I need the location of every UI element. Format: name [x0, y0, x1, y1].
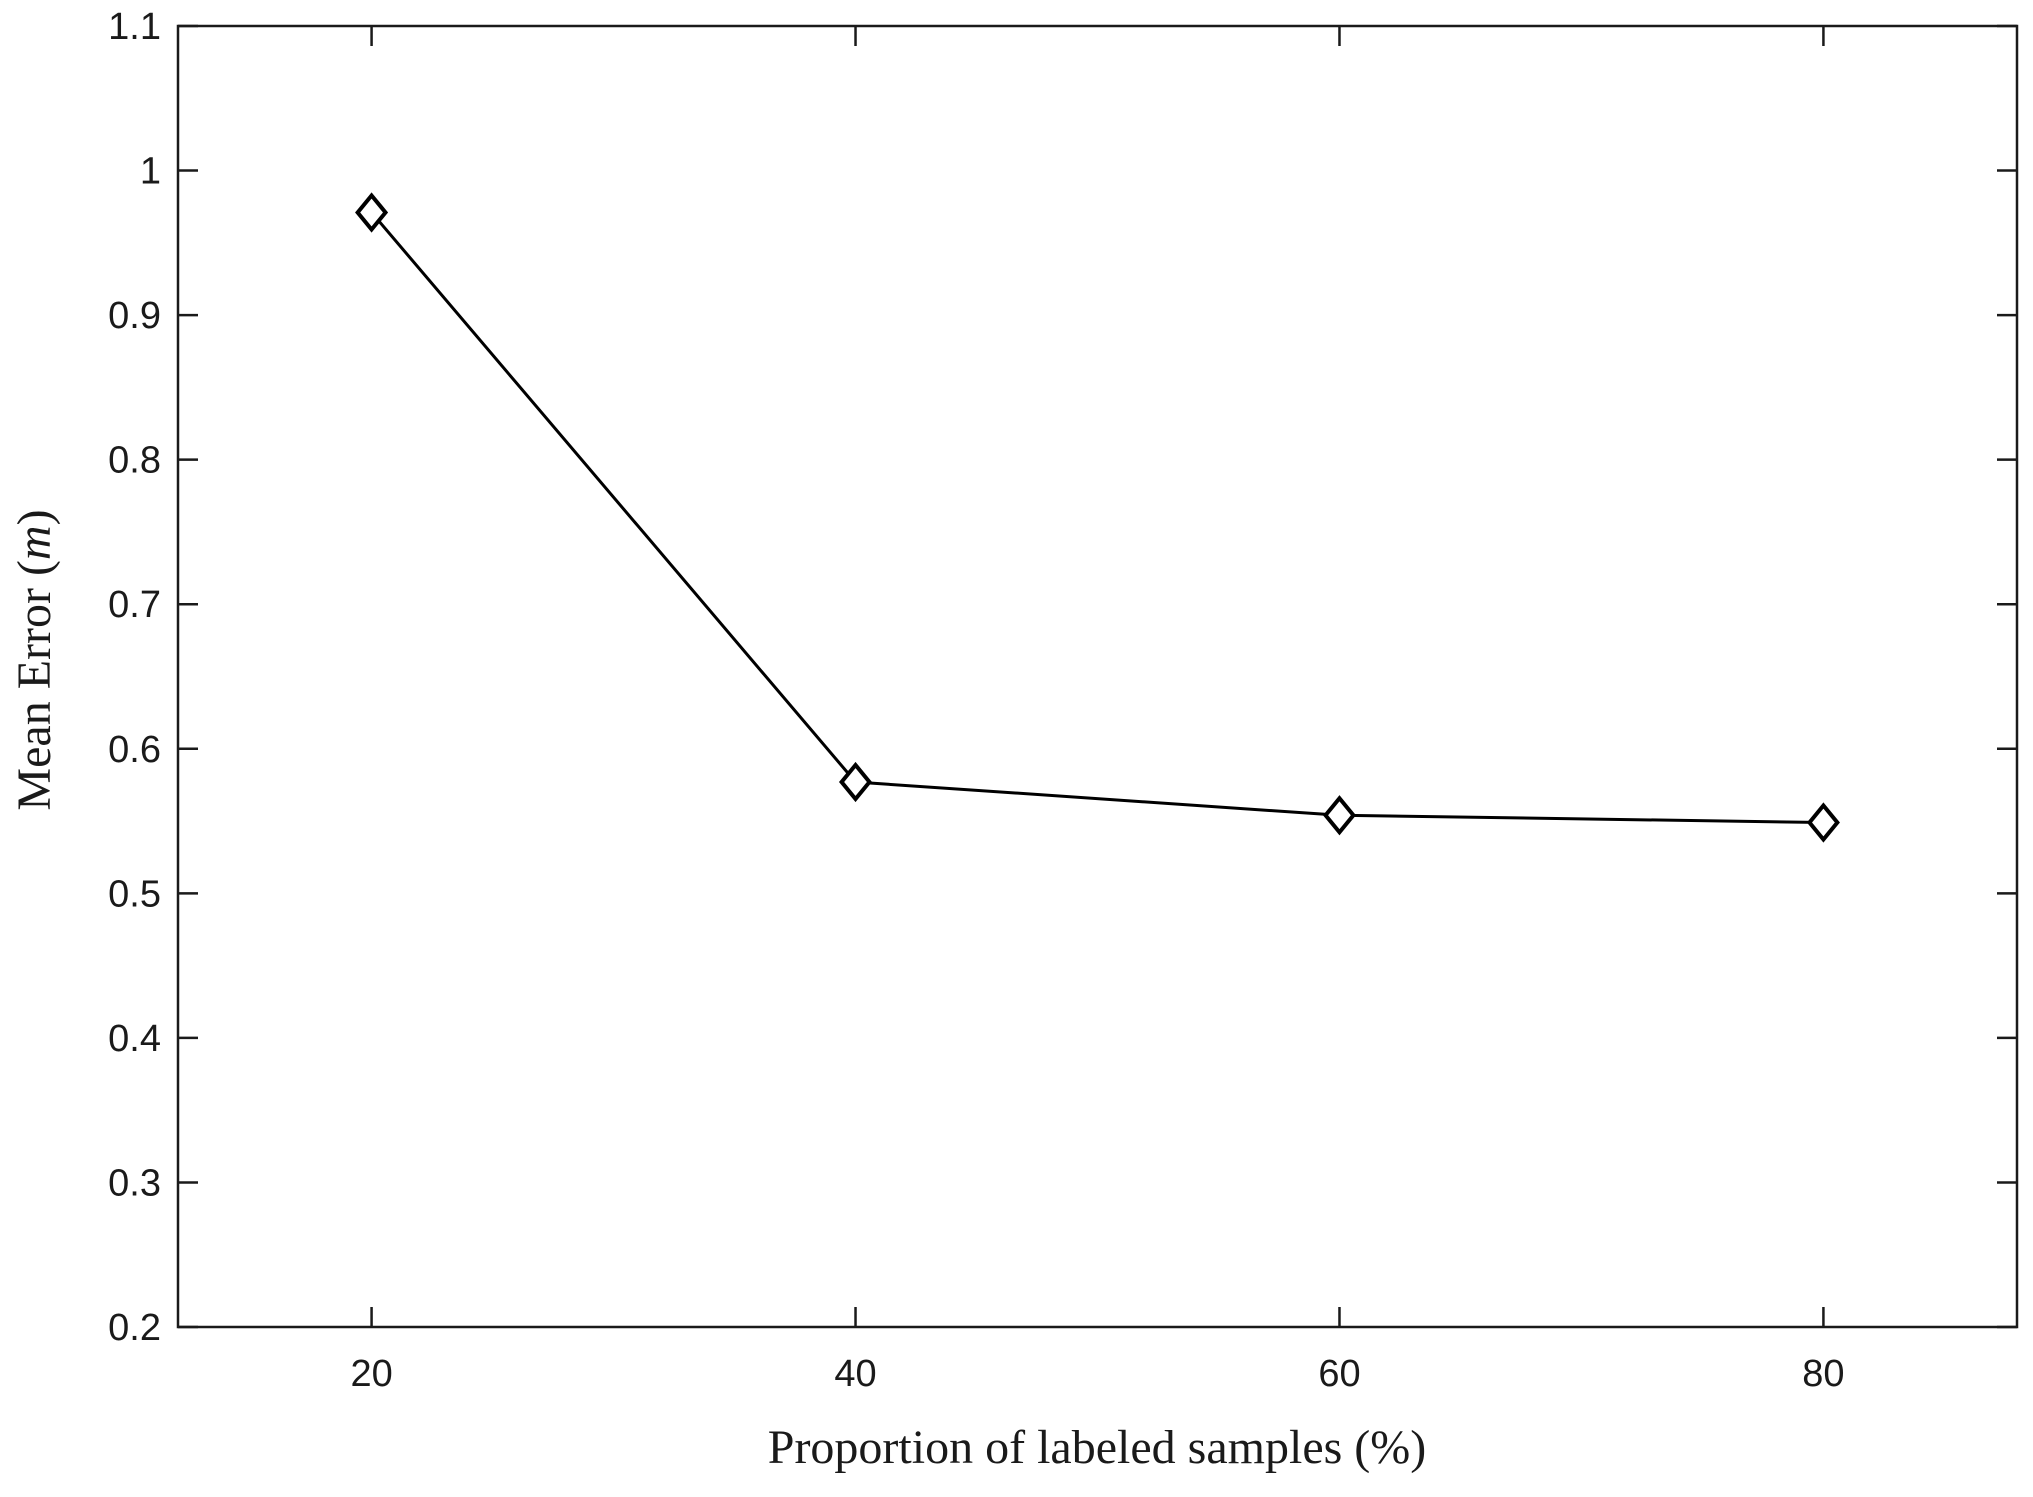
data-series	[355, 192, 1840, 843]
y-tick-label: 1.1	[108, 6, 161, 48]
y-axis-title-main: Mean Error (	[8, 560, 61, 811]
y-axis-title: Mean Error (m)	[8, 509, 61, 810]
y-tick-label: 0.2	[108, 1307, 161, 1349]
y-tick-label: 0.4	[108, 1018, 161, 1060]
data-point-marker	[355, 192, 389, 233]
y-axis-title-close: )	[8, 509, 61, 525]
y-tick-label: 0.7	[108, 584, 161, 626]
plot-area-frame	[176, 24, 2019, 1329]
axis-ticks	[178, 24, 2017, 1329]
x-tick-label: 60	[1318, 1353, 1360, 1395]
y-tick-label: 0.8	[108, 440, 161, 482]
axis-tick-labels: 20 40 60 80 0.2 0.3 0.4 0.5 0.6 0.7 0.8 0.9 1 1.1	[108, 6, 1844, 1395]
series-line	[370, 211, 1824, 825]
x-axis-title: Proportion of labeled samples (%)	[768, 1421, 1427, 1474]
x-tick-label: 40	[834, 1353, 876, 1395]
y-tick-label: 0.3	[108, 1162, 161, 1204]
y-axis-title-symbol: m	[8, 525, 61, 560]
y-tick-label: 0.5	[108, 873, 161, 915]
data-point-marker	[1322, 795, 1357, 836]
data-point-marker	[838, 761, 873, 803]
x-tick-label: 20	[350, 1353, 392, 1395]
y-tick-label: 0.6	[108, 729, 161, 771]
data-point-marker	[1806, 802, 1840, 843]
y-tick-label: 1	[140, 151, 161, 193]
y-tick-label: 0.9	[108, 295, 161, 337]
x-tick-label: 80	[1802, 1353, 1844, 1395]
